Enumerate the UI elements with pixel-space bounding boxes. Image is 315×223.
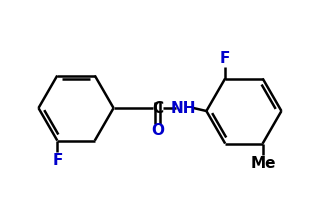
Text: O: O <box>152 123 164 138</box>
Text: NH: NH <box>171 101 197 116</box>
Text: Me: Me <box>251 156 276 171</box>
Text: C: C <box>152 101 163 116</box>
Text: F: F <box>220 51 230 66</box>
Text: F: F <box>53 153 63 168</box>
